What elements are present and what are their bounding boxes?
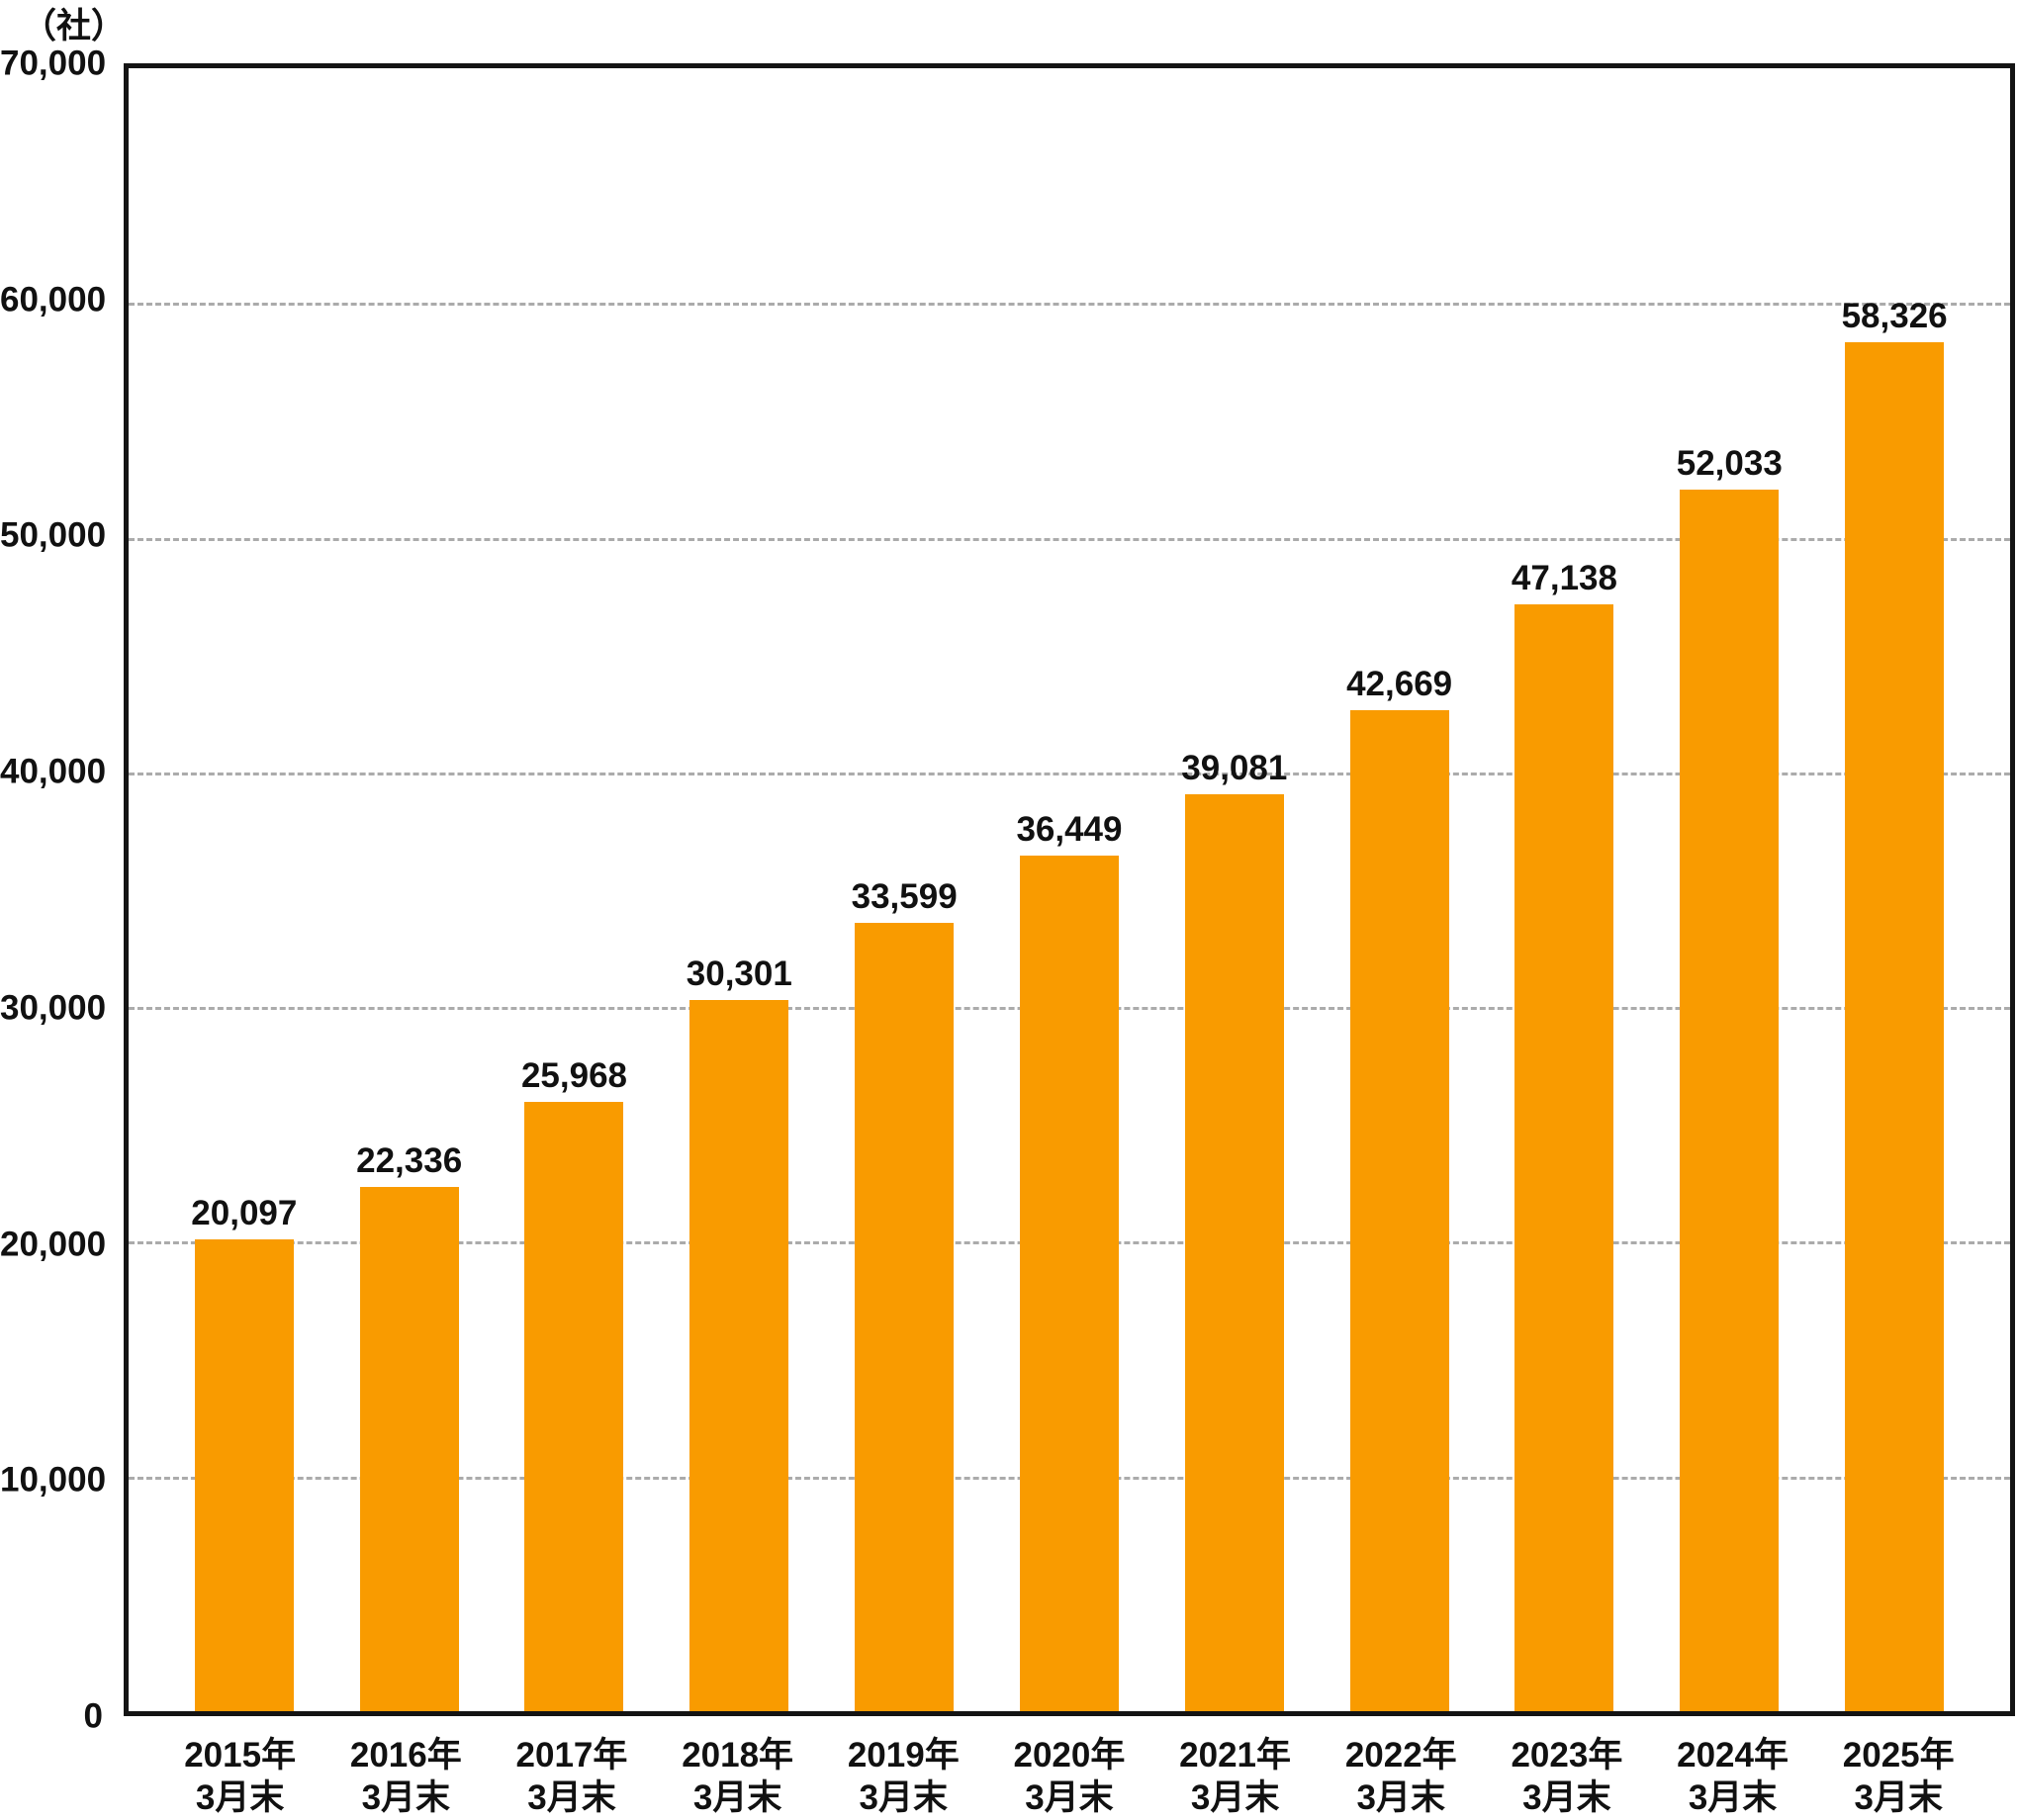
x-tick-line: 3月末	[1190, 1778, 1280, 1817]
x-tick-line: 2016年	[349, 1736, 462, 1774]
y-tick-label-50000: 50,000	[0, 515, 107, 555]
x-tick-label-8: 2023年 3月末	[1511, 1734, 1622, 1819]
x-tick-label-1: 2016年 3月末	[350, 1734, 462, 1819]
x-tick-line: 2018年	[682, 1736, 794, 1774]
y-tick-label-70000: 70,000	[0, 44, 107, 83]
x-tick-line: 2020年	[1013, 1736, 1126, 1774]
bar-value-label-6: 39,081	[1181, 748, 1288, 787]
x-tick-label-5: 2020年 3月末	[1014, 1734, 1126, 1819]
gridline-40000	[129, 772, 2010, 775]
x-tick-label-10: 2025年 3月末	[1843, 1734, 1955, 1819]
x-tick-line: 3月末	[527, 1778, 616, 1817]
x-tick-label-7: 2022年 3月末	[1345, 1734, 1457, 1819]
x-tick-line: 3月末	[195, 1778, 285, 1817]
x-axis: 2015年 3月末 2016年 3月末 2017年 3月末 2018年 3月末 2019年 3月末…	[124, 1734, 2015, 1819]
x-tick-label-2: 2017年 3月末	[516, 1734, 628, 1819]
x-tick-line: 3月末	[1522, 1778, 1611, 1817]
gridline-50000	[129, 537, 2010, 541]
x-tick-line: 2017年	[515, 1736, 628, 1774]
bar-value-label-4: 33,599	[851, 876, 958, 916]
bar-value-label-8: 47,138	[1511, 559, 1617, 598]
bars: 20,097 22,336 25,968 30,301 33,599 36,449 39,0…	[129, 68, 2010, 1711]
plot-area: 20,097 22,336 25,968 30,301 33,599 36,449 39,0…	[124, 63, 2015, 1716]
x-tick-line: 2015年	[184, 1736, 297, 1774]
x-tick-line: 3月末	[1688, 1778, 1778, 1817]
x-tick-line: 3月末	[1854, 1778, 1943, 1817]
bar-value-label-9: 52,033	[1676, 444, 1783, 484]
bar-2017年: 25,968	[521, 1058, 627, 1711]
y-tick-label-30000: 30,000	[0, 988, 107, 1028]
y-axis: 0 10,000 20,000 30,000 40,000 50,000 60,000 70,…	[0, 46, 107, 1734]
bar-2024年: 52,033	[1677, 446, 1783, 1711]
bar-2018年: 30,301	[687, 956, 792, 1711]
bar-value-label-1: 22,336	[356, 1141, 463, 1180]
bar-value-label-5: 36,449	[1016, 810, 1123, 850]
x-tick-line: 3月末	[1356, 1778, 1445, 1817]
bar-2022年: 42,669	[1346, 667, 1452, 1711]
x-tick-line: 2025年	[1842, 1736, 1955, 1774]
x-tick-line: 2022年	[1344, 1736, 1457, 1774]
x-tick-label-9: 2024年 3月末	[1677, 1734, 1789, 1819]
bar-value-label-10: 58,326	[1841, 297, 1948, 336]
y-tick-label-60000: 60,000	[0, 280, 107, 319]
x-tick-line: 2024年	[1677, 1736, 1789, 1774]
bar-value-label-7: 42,669	[1346, 664, 1453, 703]
bar-2015年: 20,097	[191, 1196, 297, 1711]
x-tick-line: 2019年	[847, 1736, 960, 1774]
x-tick-label-4: 2019年 3月末	[848, 1734, 960, 1819]
x-tick-line: 2021年	[1179, 1736, 1292, 1774]
x-tick-line: 2023年	[1511, 1736, 1623, 1774]
x-tick-line: 3月末	[1025, 1778, 1114, 1817]
y-tick-label-20000: 20,000	[0, 1225, 107, 1264]
bar-value-label-3: 30,301	[686, 955, 792, 994]
x-tick-label-3: 2018年 3月末	[682, 1734, 793, 1819]
y-axis-unit-label: （社）	[22, 7, 127, 46]
x-tick-label-6: 2021年 3月末	[1179, 1734, 1291, 1819]
bar-2021年: 39,081	[1181, 751, 1287, 1711]
bar-value-label-0: 20,097	[191, 1194, 298, 1233]
y-tick-label-0: 0	[83, 1696, 103, 1736]
bar-value-label-2: 25,968	[520, 1055, 628, 1095]
bar-2020年: 36,449	[1016, 812, 1123, 1711]
x-tick-line: 3月末	[859, 1778, 949, 1817]
bar-2023年: 47,138	[1512, 561, 1617, 1711]
x-tick-label-0: 2015年 3月末	[184, 1734, 296, 1819]
bar-2025年: 58,326	[1842, 299, 1948, 1711]
x-tick-line: 3月末	[361, 1778, 451, 1817]
y-tick-label-40000: 40,000	[0, 752, 107, 791]
gridline-60000	[129, 303, 2010, 307]
x-tick-line: 3月末	[692, 1778, 782, 1817]
bar-2019年: 33,599	[852, 879, 958, 1711]
y-tick-label-10000: 10,000	[0, 1460, 107, 1500]
bar-2016年: 22,336	[356, 1143, 462, 1711]
